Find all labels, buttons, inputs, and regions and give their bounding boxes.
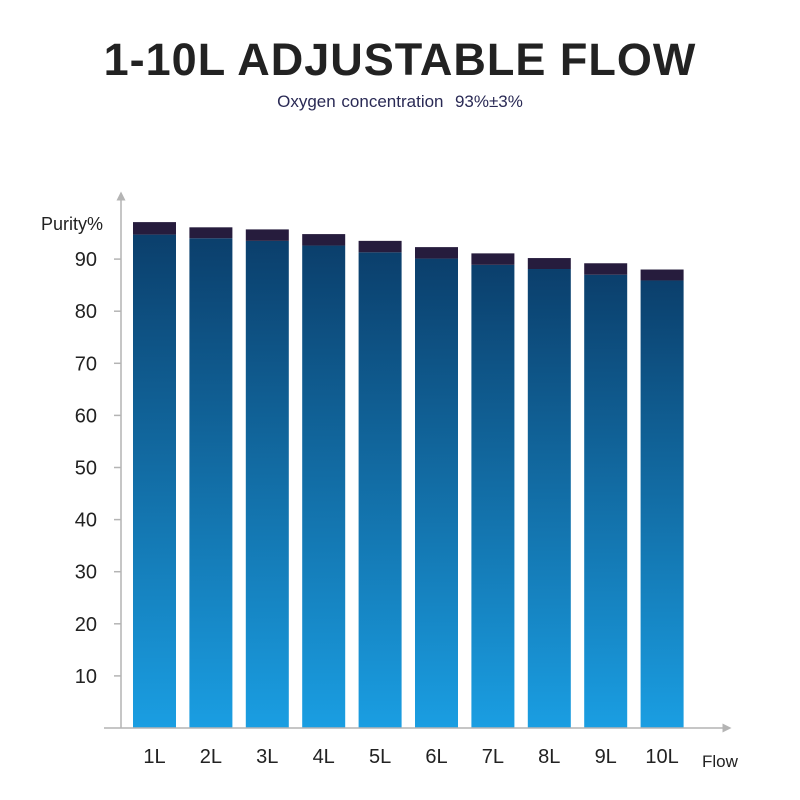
x-tick-label: 1L	[143, 746, 165, 768]
bar-cap-9L	[584, 263, 628, 275]
bar-1L	[133, 234, 176, 728]
x-tick-label: 9L	[595, 746, 617, 768]
bar-cap-4L	[302, 234, 346, 246]
y-tick-label: 10	[75, 666, 97, 688]
x-tick-label: 6L	[425, 746, 447, 768]
bar-4L	[302, 245, 346, 728]
bar-3L	[245, 240, 289, 729]
x-tick-label: 8L	[538, 746, 560, 768]
x-axis-label: Flow	[702, 752, 739, 771]
x-tick-label: 2L	[200, 746, 222, 768]
x-tick-label: 10L	[645, 746, 678, 768]
x-tick-label: 3L	[256, 746, 278, 768]
bar-cap-8L	[527, 258, 571, 269]
bar-10L	[640, 280, 684, 728]
y-tick-label: 20	[75, 614, 97, 636]
chart-subtitle: Oxygen concentration 93%±3%	[277, 92, 523, 111]
y-tick-label: 60	[75, 405, 97, 427]
y-tick-label: 40	[75, 510, 97, 532]
bar-cap-1L	[133, 222, 176, 235]
bar-6L	[415, 258, 458, 728]
y-tick-label: 90	[75, 249, 97, 271]
x-tick-label: 5L	[369, 746, 391, 768]
y-tick-label: 30	[75, 562, 97, 584]
bar-9L	[584, 274, 628, 728]
bar-5L	[358, 252, 402, 728]
y-tick-label: 80	[75, 301, 97, 323]
bar-7L	[471, 264, 515, 728]
bar-cap-5L	[358, 240, 402, 253]
x-tick-label: 4L	[313, 746, 335, 768]
chart-title: 1-10L ADJUSTABLE FLOW	[103, 34, 697, 85]
bar-cap-6L	[415, 247, 458, 259]
bar-cap-2L	[189, 227, 233, 239]
y-axis-label: Purity%	[41, 214, 103, 234]
bar-cap-7L	[471, 253, 515, 265]
bar-cap-3L	[245, 229, 289, 241]
bar-2L	[189, 238, 233, 728]
bar-8L	[527, 268, 571, 728]
y-tick-label: 50	[75, 458, 97, 480]
x-tick-label: 7L	[482, 746, 504, 768]
y-tick-label: 70	[75, 353, 97, 375]
bar-cap-10L	[640, 269, 684, 281]
